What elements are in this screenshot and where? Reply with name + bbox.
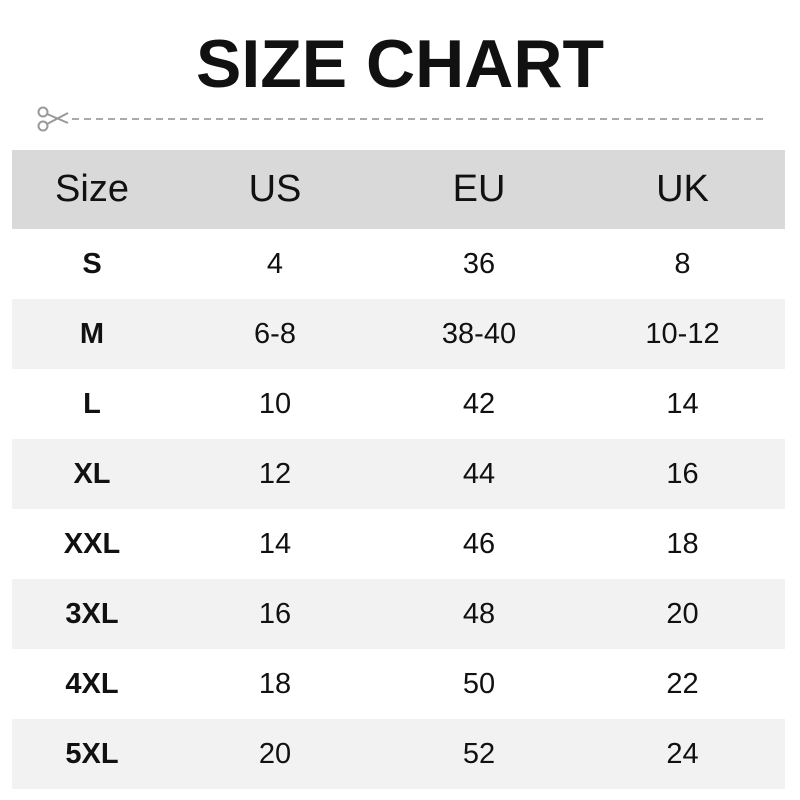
- table-row: 3XL 16 48 20: [12, 579, 785, 649]
- header-size: Size: [55, 168, 129, 210]
- cut-line: [37, 106, 766, 132]
- cell-size: 5XL: [65, 737, 119, 770]
- cell-eu: 38-40: [441, 317, 517, 350]
- cell-eu: 44: [462, 457, 496, 490]
- cell-eu: 36: [462, 247, 496, 280]
- header-uk: UK: [656, 168, 709, 210]
- cell-eu: 42: [462, 387, 496, 420]
- header-eu: EU: [452, 168, 506, 210]
- cell-us: 14: [258, 527, 292, 560]
- cell-us: 18: [258, 667, 292, 700]
- cell-size: M: [79, 317, 105, 350]
- cell-size: 3XL: [65, 597, 119, 630]
- cell-us: 10: [258, 387, 292, 420]
- cell-size: L: [83, 387, 101, 420]
- cell-us: 4: [266, 247, 284, 280]
- table-row: XL 12 44 16: [12, 439, 785, 509]
- cell-eu: 48: [462, 597, 496, 630]
- cell-uk: 22: [666, 667, 699, 700]
- cell-uk: 14: [666, 387, 699, 420]
- size-table: Size US EU UK S 4 36 8 M 6-8 38-40 10-12 L 10 42 14…: [12, 150, 785, 789]
- cell-size: S: [82, 247, 102, 280]
- table-row: 5XL 20 52 24: [12, 719, 785, 789]
- cell-eu: 46: [462, 527, 496, 560]
- cell-us: 6-8: [254, 317, 296, 350]
- cell-us: 16: [258, 597, 292, 630]
- cell-eu: 52: [462, 737, 496, 770]
- cell-size: XL: [73, 457, 111, 490]
- table-row: XXL 14 46 18: [12, 509, 785, 579]
- cell-uk: 16: [666, 457, 699, 490]
- table-row: S 4 36 8: [12, 229, 785, 299]
- cell-eu: 50: [462, 667, 496, 700]
- table-row: L 10 42 14: [12, 369, 785, 439]
- cell-uk: 10-12: [645, 317, 720, 350]
- cell-us: 12: [258, 457, 292, 490]
- cell-uk: 24: [666, 737, 699, 770]
- cell-size: XXL: [63, 527, 121, 560]
- table-header: Size US EU UK: [12, 150, 785, 229]
- cell-uk: 8: [674, 247, 691, 280]
- page-title: SIZE CHART: [196, 26, 604, 102]
- scissors-icon: [37, 106, 69, 132]
- cell-uk: 20: [666, 597, 699, 630]
- cell-us: 20: [258, 737, 292, 770]
- cell-uk: 18: [666, 527, 699, 560]
- header-us: US: [248, 168, 302, 210]
- table-row: M 6-8 38-40 10-12: [12, 299, 785, 369]
- cell-size: 4XL: [65, 667, 119, 700]
- table-row: 4XL 18 50 22: [12, 649, 785, 719]
